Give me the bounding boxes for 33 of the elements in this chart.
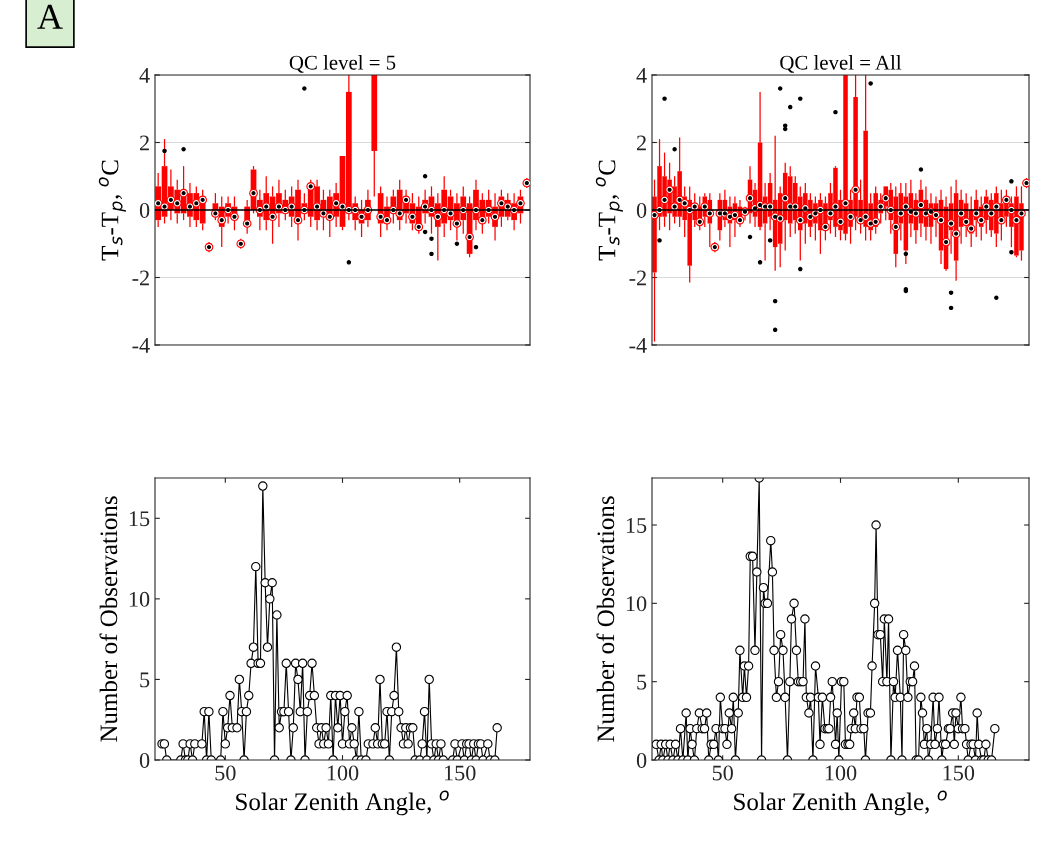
y-tick-label: -4 [629, 338, 647, 353]
x-tick-label: 50 [712, 765, 733, 781]
y-axis-title: T$_{s}$-T$_{p}$, $^{o}$C [98, 160, 126, 261]
x-tick-label: 150 [943, 765, 975, 781]
y-tick-label: 15 [626, 518, 647, 533]
y-tick-label: 5 [637, 674, 647, 690]
chart-title: QC level = 5 [289, 54, 396, 73]
y-tick-label: 0 [139, 752, 150, 768]
text: A [37, 4, 63, 29]
x-tick-label: 150 [444, 765, 476, 781]
y-tick-label: 10 [626, 596, 647, 612]
chart-title: QC level = All [780, 54, 902, 73]
y-tick-label: -2 [629, 270, 646, 286]
y-tick-label: 2 [637, 135, 646, 151]
x-axis-title: Solar Zenith Angle, $^{o}$ [236, 790, 449, 816]
y-axis-title: Number of Observations [99, 496, 118, 742]
y-tick-label: 0 [139, 202, 150, 218]
y-axis-title: T$_{s}$-T$_{p}$, $^{o}$C [595, 160, 623, 261]
y-tick-label: 5 [140, 672, 150, 688]
y-tick-label: 10 [129, 591, 150, 607]
y-tick-label: -2 [132, 270, 149, 286]
y-axis-title: Number of Observations [596, 496, 615, 742]
y-tick-label: 2 [140, 135, 149, 151]
y-tick-label: -4 [132, 338, 150, 353]
x-tick-label: 100 [327, 765, 359, 781]
y-tick-label: 0 [636, 202, 647, 218]
y-tick-label: 4 [139, 68, 150, 83]
y-tick-label: 15 [129, 511, 150, 527]
y-tick-label: 4 [636, 68, 647, 83]
x-axis-title: Solar Zenith Angle, $^{o}$ [734, 790, 947, 816]
x-tick-label: 100 [825, 765, 857, 781]
y-tick-label: 0 [636, 752, 647, 768]
x-tick-label: 50 [215, 765, 236, 781]
